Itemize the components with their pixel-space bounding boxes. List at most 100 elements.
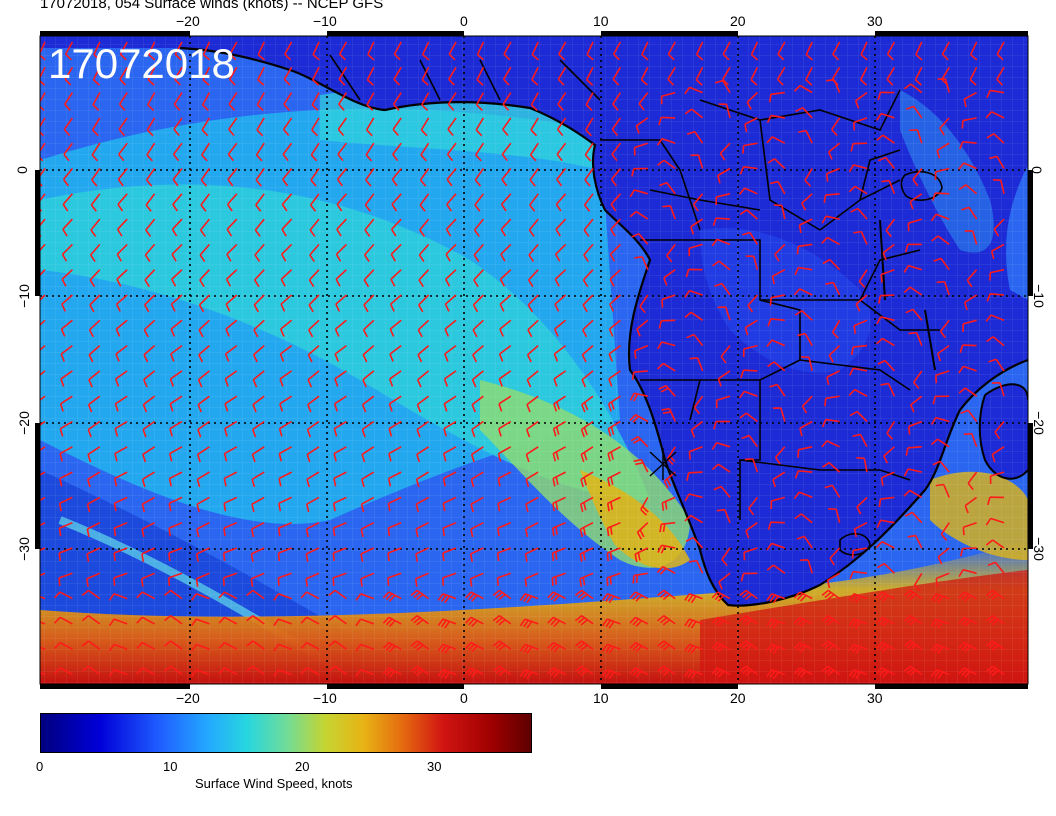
wind-barb-feather bbox=[553, 670, 561, 678]
wind-barb-feather bbox=[852, 122, 856, 131]
wind-barb-feather bbox=[739, 209, 748, 216]
wind-barb bbox=[745, 589, 758, 600]
wind-barb-feather bbox=[252, 354, 258, 363]
wind-barb bbox=[169, 420, 183, 430]
wind-barb-feather bbox=[717, 175, 721, 184]
wind-barb bbox=[581, 589, 594, 600]
wind-barb bbox=[662, 566, 676, 575]
wind-barb-feather bbox=[363, 254, 370, 263]
wind-barb bbox=[502, 66, 512, 80]
wind-barb-feather bbox=[985, 640, 994, 647]
wind-barb-feather bbox=[606, 552, 609, 562]
wind-barb-feather bbox=[251, 479, 256, 488]
wind-barb-feather bbox=[523, 670, 529, 678]
wind-barb bbox=[40, 471, 46, 477]
wind-barb bbox=[940, 522, 950, 535]
wind-barb-feather bbox=[146, 129, 154, 137]
wind-barb bbox=[880, 294, 895, 297]
wind-barb-feather bbox=[684, 108, 693, 115]
wind-barb-feather bbox=[964, 645, 972, 653]
wind-barb-feather bbox=[34, 405, 37, 412]
wind-barb-feather bbox=[985, 539, 994, 546]
wind-barb bbox=[607, 420, 621, 430]
wind-barb-feather bbox=[882, 594, 889, 602]
wind-barb-feather bbox=[910, 404, 915, 413]
wind-barb bbox=[116, 294, 128, 305]
wind-barb bbox=[911, 511, 923, 524]
wind-barb-feather bbox=[492, 665, 500, 672]
wind-barb bbox=[416, 446, 430, 456]
wind-barb-feather bbox=[410, 615, 418, 622]
wind-barb-feather bbox=[577, 617, 586, 624]
wind-barb-feather bbox=[905, 105, 915, 110]
wind-barb-feather bbox=[328, 665, 336, 672]
wind-barb-feather bbox=[629, 667, 637, 675]
wind-barb bbox=[306, 591, 320, 600]
wind-barb-feather bbox=[606, 577, 609, 586]
wind-barb bbox=[306, 641, 320, 650]
wind-barb-feather bbox=[822, 462, 830, 468]
wind-barb bbox=[771, 542, 786, 549]
wind-barb-feather bbox=[419, 229, 426, 237]
wind-map bbox=[34, 31, 1033, 689]
wind-barb bbox=[585, 66, 594, 81]
wind-barb bbox=[996, 155, 1005, 169]
wind-barb-feather bbox=[555, 426, 560, 435]
wind-barb-feather bbox=[88, 329, 95, 338]
wind-barb-feather bbox=[335, 278, 341, 287]
wind-barb-feather bbox=[497, 503, 501, 512]
wind-barb-feather bbox=[550, 593, 557, 601]
wind-barb bbox=[141, 591, 155, 600]
colorbar-tick-label: 0 bbox=[36, 759, 44, 774]
wind-barb bbox=[503, 41, 512, 55]
wind-barb bbox=[306, 616, 320, 625]
wind-barb-feather bbox=[634, 256, 643, 259]
wind-barb bbox=[798, 446, 813, 451]
wind-barb-feather bbox=[717, 378, 722, 387]
wind-barb bbox=[771, 136, 786, 144]
wind-barb bbox=[607, 446, 621, 455]
wind-barb-feather bbox=[392, 103, 400, 111]
wind-barb-feather bbox=[714, 282, 723, 288]
wind-barb-feather bbox=[196, 528, 200, 538]
wind-barb bbox=[526, 370, 539, 381]
wind-barb-feather bbox=[850, 143, 854, 152]
wind-barb-feather bbox=[906, 617, 914, 624]
wind-barb-feather bbox=[475, 154, 482, 162]
wind-barb-feather bbox=[531, 54, 539, 61]
wind-barb-feather bbox=[171, 228, 178, 237]
wind-barb bbox=[880, 496, 895, 500]
wind-barb-feather bbox=[444, 621, 451, 629]
wind-barb-feather bbox=[878, 156, 887, 162]
wind-barb bbox=[143, 370, 156, 381]
wind-barb-feather bbox=[767, 318, 772, 327]
wind-barb-feather bbox=[987, 496, 991, 506]
lat-tick-left: −30 bbox=[15, 537, 32, 561]
wind-barb-feather bbox=[582, 552, 586, 561]
wind-barb-feather bbox=[225, 278, 232, 287]
wind-barb bbox=[311, 92, 320, 106]
wind-barb-feather bbox=[766, 593, 773, 601]
wind-barb-feather bbox=[684, 86, 691, 95]
wind-barb-feather bbox=[228, 103, 236, 111]
wind-barb-feather bbox=[631, 232, 640, 238]
wind-barb bbox=[199, 243, 211, 256]
wind-barb bbox=[417, 370, 430, 381]
wind-barb bbox=[282, 167, 293, 180]
wind-barb-feather bbox=[768, 94, 772, 103]
wind-barb bbox=[908, 264, 923, 271]
wind-barb bbox=[962, 140, 977, 144]
wind-barb-feather bbox=[961, 669, 968, 676]
wind-barb bbox=[661, 521, 676, 525]
wind-barb bbox=[224, 446, 238, 455]
wind-barb-feather bbox=[63, 128, 71, 137]
wind-barb-feather bbox=[390, 228, 397, 237]
wind-barb-feather bbox=[447, 128, 454, 137]
wind-barb-feather bbox=[143, 354, 149, 363]
wind-barb-feather bbox=[712, 217, 717, 226]
wind-barb-feather bbox=[246, 640, 254, 647]
wind-barb-feather bbox=[118, 153, 125, 162]
wind-barb bbox=[360, 547, 375, 555]
wind-barb-feather bbox=[448, 78, 455, 86]
wind-barb-feather bbox=[684, 311, 692, 319]
